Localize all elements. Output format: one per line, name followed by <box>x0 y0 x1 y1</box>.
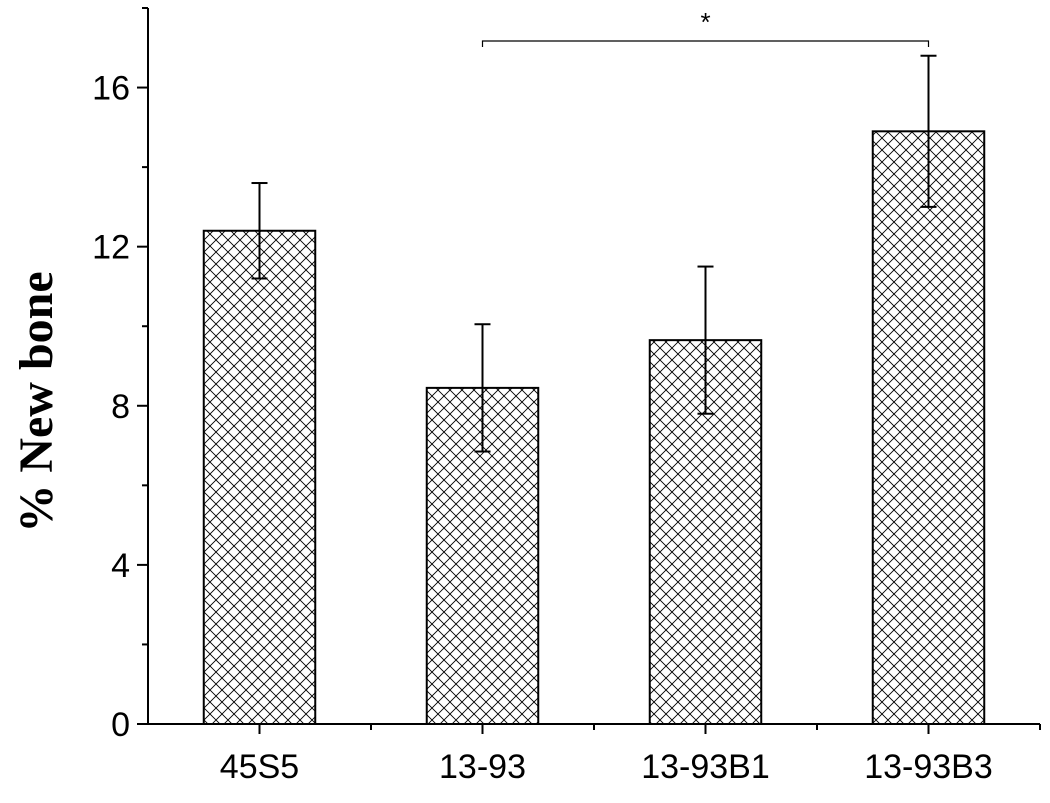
x-tick-label: 13-93B1 <box>641 748 770 786</box>
error-bar <box>920 54 937 208</box>
bars-layer <box>202 130 986 726</box>
significance-bracket: * <box>481 7 930 47</box>
bar-13-93b3 <box>871 130 986 726</box>
significance-label: * <box>700 7 710 37</box>
x-tick-label: 45S5 <box>220 748 299 786</box>
error-bar <box>697 265 714 415</box>
y-tick-label: 16 <box>92 70 130 108</box>
x-ticks-layer: 45S5 13-93 13-93B1 13-93B3 <box>220 724 1041 786</box>
significance-layer: * <box>481 7 930 47</box>
error-bar <box>474 323 491 453</box>
y-tick-label: 4 <box>111 547 130 585</box>
y-tick-label: 0 <box>111 706 130 744</box>
y-tick-label: 8 <box>111 388 130 426</box>
y-ticks-layer: 0 4 8 12 16 <box>92 7 148 744</box>
bar-45s5 <box>202 229 317 725</box>
error-bars-layer <box>251 54 937 453</box>
x-tick-label: 13-93 <box>439 748 526 786</box>
x-tick-label: 13-93B3 <box>864 748 993 786</box>
y-axis-title: % New bone <box>10 271 63 532</box>
y-tick-label: 12 <box>92 229 130 267</box>
error-bar <box>251 182 268 280</box>
